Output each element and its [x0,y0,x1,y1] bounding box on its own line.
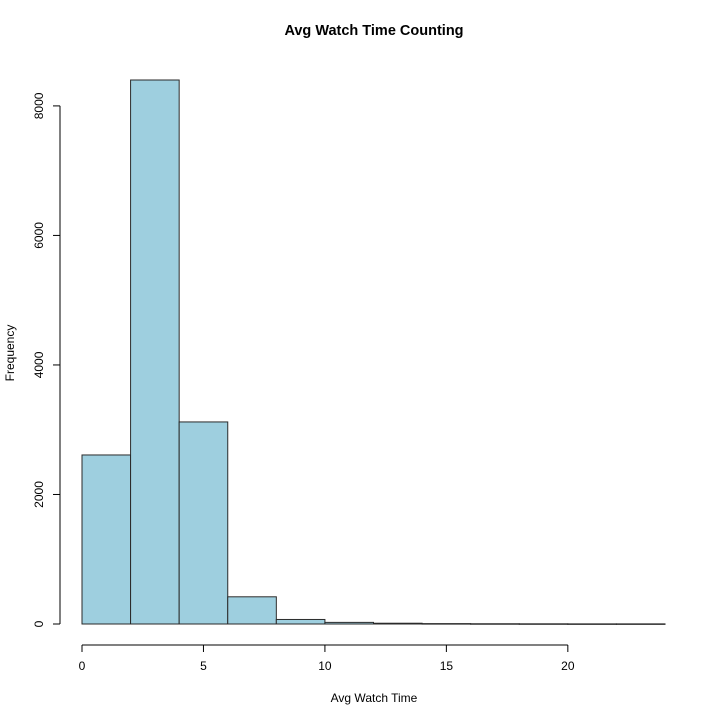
x-axis-label: Avg Watch Time [331,691,418,705]
histogram-bar-0-2 [81,454,132,625]
x-tick-label-10: 10 [318,659,332,673]
x-tick-label-20: 20 [561,659,575,673]
histogram-bar-20-22 [567,623,617,625]
x-tick-label-5: 5 [200,659,207,673]
histogram-bar-8-10 [275,618,326,625]
histogram-bar-4-6 [178,421,229,625]
histogram-bar-18-20 [518,623,569,625]
histogram-bar-2-4 [130,79,180,625]
x-tick-label-0: 0 [79,659,86,673]
histogram-bar-12-14 [373,622,423,625]
x-axis: 0 5 10 15 20 [79,644,575,673]
histogram-bar-16-18 [470,623,520,625]
y-tick-label-2000: 2000 [32,481,46,508]
y-tick-label-4000: 4000 [32,351,46,378]
y-tick-label-8000: 8000 [32,92,46,119]
y-tick-label-0: 0 [32,620,46,627]
x-tick-label-15: 15 [440,659,454,673]
histogram-bar-22-24 [615,623,666,625]
y-axis-label: Frequency [3,325,17,382]
y-axis: 0 2000 4000 6000 8000 [32,92,61,627]
histogram-bar-10-12 [324,621,374,625]
y-tick-label-6000: 6000 [32,222,46,249]
histogram-bar-14-16 [421,623,472,625]
histogram-bar-6-8 [227,596,277,625]
histogram-bars [81,79,666,625]
chart-title: Avg Watch Time Counting [284,23,463,39]
